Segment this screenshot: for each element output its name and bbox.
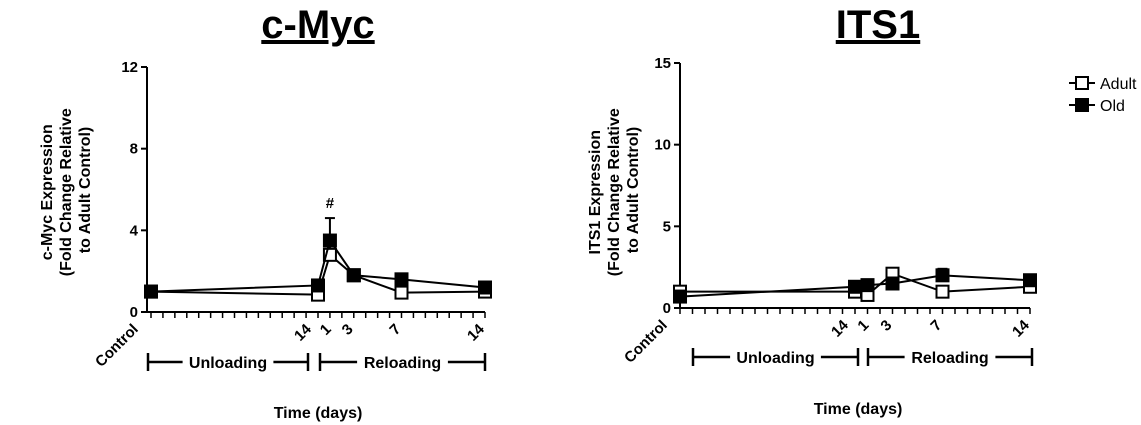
series-line [150, 253, 486, 296]
data-point [478, 280, 492, 295]
y-tick-label: 4 [130, 222, 139, 239]
legend-label: Adult [1100, 76, 1137, 93]
y-axis-label-line: to Adult Control) [625, 127, 642, 253]
x-tick-label: 14 [828, 316, 852, 340]
chart-title: ITS1 [836, 3, 920, 47]
x-tick-label: 3 [339, 321, 357, 339]
data-point [848, 279, 862, 294]
x-tick-label: 14 [464, 320, 488, 344]
data-point [394, 285, 409, 300]
y-tick-label: 8 [130, 141, 138, 158]
x-axis-label: Time (days) [274, 405, 363, 422]
x-tick-label: Control [92, 321, 142, 371]
data-point [935, 284, 950, 299]
x-tick-label: 7 [386, 321, 404, 339]
data-point [1023, 273, 1037, 288]
x-tick-label: 1 [854, 317, 872, 335]
data-point [346, 268, 361, 283]
data-point [144, 284, 158, 299]
period-label: Unloading [189, 355, 267, 372]
y-axis-label-line: ITS1 Expression [587, 130, 604, 255]
legend-marker [1075, 98, 1089, 112]
y-tick-label: 0 [663, 300, 671, 317]
y-axis-label: c-Myc Expression (Fold Change Relative t… [39, 104, 94, 276]
data-point [885, 276, 900, 291]
data-point [394, 272, 409, 287]
x-tick-label: 1 [317, 321, 335, 339]
y-axis-label-line: (Fold Change Relative [606, 108, 623, 276]
period-label: Reloading [364, 355, 441, 372]
y-tick-label: 12 [121, 59, 138, 76]
y-tick-label: 0 [130, 304, 138, 321]
y-axis-label-line: c-Myc Expression [39, 124, 56, 260]
x-axis-label: Time (days) [814, 401, 903, 418]
chart-title: c-Myc [261, 3, 374, 47]
y-tick-label: 15 [654, 55, 671, 72]
period-label: Reloading [911, 350, 988, 367]
x-tick-label: 14 [291, 320, 315, 344]
significance-annotation: # [326, 195, 335, 212]
x-tick-label: 3 [877, 317, 895, 335]
legend-marker [1075, 76, 1089, 90]
y-tick-label: 10 [654, 137, 671, 154]
data-point [860, 278, 875, 293]
data-point [311, 278, 325, 293]
data-point [673, 289, 687, 304]
y-axis-label-line: to Adult Control) [77, 127, 94, 253]
y-axis-label-line: (Fold Change Relative [58, 108, 75, 276]
data-point [322, 233, 337, 248]
series-line [679, 274, 1031, 298]
period-label: Unloading [736, 350, 814, 367]
x-tick-label: Control [621, 317, 671, 367]
x-tick-label: 14 [1009, 316, 1033, 340]
cmyc-panel: c-Myc c-Myc Expression (Fold Change Rela… [39, 3, 492, 422]
series-line [150, 238, 486, 293]
legend-label: Old [1100, 98, 1125, 115]
data-point [935, 268, 950, 283]
y-tick-label: 5 [663, 218, 671, 235]
x-tick-label: 7 [927, 317, 945, 335]
y-axis-label: ITS1 Expression (Fold Change Relative to… [587, 104, 642, 276]
its1-panel: ITS1 ITS1 Expression (Fold Change Relati… [587, 3, 1137, 418]
